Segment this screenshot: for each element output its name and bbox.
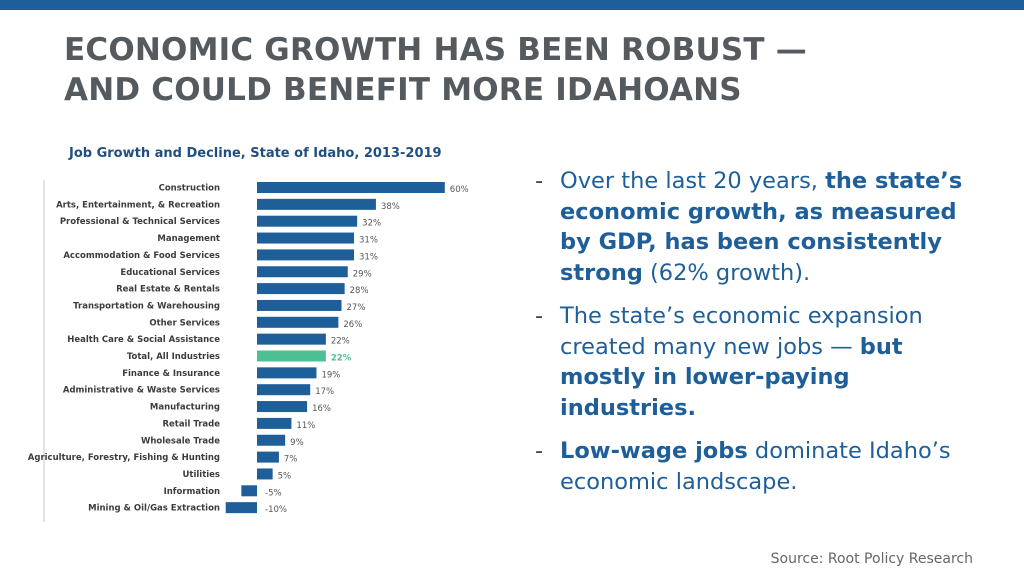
- bar: [257, 367, 317, 379]
- value-label: 17%: [315, 387, 334, 397]
- bar: [257, 468, 273, 480]
- bullet-dash: -: [535, 303, 544, 329]
- slide-title-line-1: ECONOMIC GROWTH HAS BEEN ROBUST —: [64, 32, 807, 68]
- category-label: Information: [164, 487, 220, 497]
- category-label: Finance & Insurance: [122, 369, 220, 379]
- job-growth-bar-chart: Construction 60% Arts, Entertainment, & Re…: [28, 180, 469, 522]
- bar: [225, 502, 257, 514]
- chart-title: Job Growth and Decline, State of Idaho, …: [69, 146, 442, 161]
- bar: [257, 198, 376, 210]
- value-label: 31%: [359, 252, 378, 262]
- bullet-item-low-wage: - Low-wage jobs dominate Idaho’s economic…: [535, 436, 975, 497]
- category-label: Mining & Oil/Gas Extraction: [88, 504, 220, 514]
- bar: [257, 182, 445, 193]
- value-label: 31%: [359, 236, 378, 246]
- bar: [257, 266, 348, 278]
- top-accent-bar: [0, 0, 1024, 10]
- bullet-item-gdp: - Over the last 20 years, the state’s eco…: [535, 166, 975, 288]
- category-label: Accommodation & Food Services: [63, 251, 220, 261]
- category-label: Construction: [159, 184, 220, 194]
- value-label: 22%: [331, 337, 350, 347]
- value-label: 27%: [347, 303, 366, 313]
- bullet-item-jobs: - The state’s economic expansion created …: [535, 301, 975, 423]
- bullet-dash: -: [535, 438, 544, 464]
- value-label: 19%: [321, 370, 340, 380]
- bullet-text: Over the last 20 years,: [560, 168, 826, 194]
- category-label: Other Services: [149, 318, 220, 328]
- category-label: Arts, Entertainment, & Recreation: [56, 200, 220, 210]
- category-label: Professional & Technical Services: [60, 217, 220, 227]
- bullet-list: - Over the last 20 years, the state’s eco…: [535, 166, 975, 510]
- value-label: 5%: [278, 471, 292, 481]
- bar: [257, 215, 358, 227]
- bar: [257, 350, 326, 362]
- category-label: Transportation & Warehousing: [73, 301, 220, 311]
- bullet-bold-text: but mostly in lower-paying industries.: [560, 333, 903, 421]
- bar: [257, 333, 326, 345]
- category-label: Wholesale Trade: [141, 436, 220, 446]
- category-label: Agriculture, Forestry, Fishing & Hunting: [28, 453, 220, 463]
- bar: [257, 434, 286, 446]
- bullet-text: The state’s economic expansion created m…: [560, 303, 923, 360]
- value-label: -5%: [265, 488, 282, 498]
- value-label: 22%: [331, 354, 352, 364]
- bar: [257, 417, 292, 429]
- bar: [257, 299, 342, 311]
- source-citation: Source: Root Policy Research: [770, 551, 973, 567]
- value-label: 9%: [290, 438, 304, 448]
- value-label: 26%: [343, 320, 362, 330]
- bar: [257, 451, 279, 463]
- slide-title-line-2: AND COULD BENEFIT MORE IDAHOANS: [64, 72, 742, 108]
- value-label: -10%: [265, 505, 287, 515]
- value-label: 60%: [450, 185, 469, 195]
- bar: [257, 401, 308, 413]
- bullet-bold-text: Low-wage jobs: [560, 438, 748, 464]
- bullet-dash: -: [535, 168, 544, 194]
- value-label: 38%: [381, 202, 400, 212]
- bullet-text: dominate Idaho’s economic landscape.: [560, 438, 951, 495]
- slide-title: ECONOMIC GROWTH HAS BEEN ROBUST — AND CO…: [64, 30, 964, 110]
- category-label: Utilities: [182, 470, 220, 480]
- value-label: 16%: [312, 404, 331, 414]
- value-label: 7%: [284, 455, 298, 465]
- bullet-text: (62% growth).: [642, 259, 811, 286]
- category-label: Total, All Industries: [127, 352, 220, 362]
- category-label: Management: [157, 234, 220, 244]
- category-label: Retail Trade: [162, 419, 220, 429]
- bar: [257, 232, 355, 244]
- bar: [257, 283, 345, 295]
- value-label: 11%: [296, 421, 315, 431]
- value-label: 29%: [353, 269, 372, 279]
- bullet-bold-text: the state’s economic growth, as measured…: [560, 168, 963, 286]
- value-label: 28%: [350, 286, 369, 296]
- bar: [241, 485, 257, 497]
- bar: [257, 316, 339, 328]
- category-label: Manufacturing: [150, 403, 220, 413]
- category-label: Health Care & Social Assistance: [67, 335, 220, 345]
- bar: [257, 384, 311, 396]
- category-label: Educational Services: [120, 268, 220, 278]
- category-label: Real Estate & Rentals: [116, 285, 220, 295]
- category-label: Administrative & Waste Services: [63, 386, 220, 396]
- bar: [257, 249, 355, 261]
- value-label: 32%: [362, 219, 381, 229]
